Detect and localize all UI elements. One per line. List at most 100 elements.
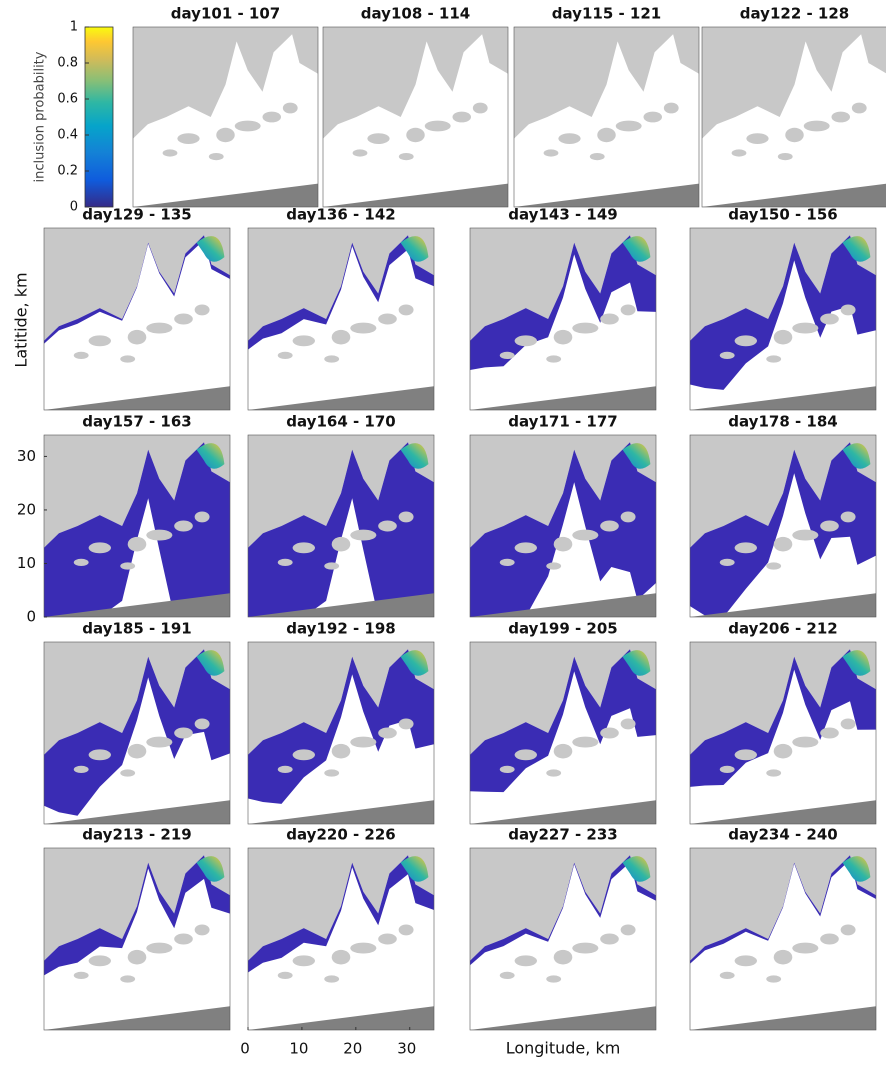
plume: [842, 650, 871, 676]
panel-frame: [247, 434, 435, 618]
island: [620, 511, 636, 523]
shelf: [470, 800, 656, 824]
map-panel: [247, 227, 435, 411]
island: [734, 542, 757, 554]
inclusion-area: [690, 855, 876, 964]
island: [553, 949, 573, 965]
island: [600, 520, 619, 532]
island: [146, 736, 173, 748]
sea: [248, 235, 434, 410]
colorbar-tick-label: 0.2: [57, 164, 78, 179]
island: [734, 335, 757, 347]
island: [840, 511, 856, 523]
island: [398, 924, 414, 936]
island: [731, 149, 747, 157]
island: [663, 102, 679, 114]
shelf: [323, 183, 508, 207]
island: [73, 971, 89, 980]
island: [127, 329, 147, 345]
sea: [514, 34, 699, 208]
island: [146, 529, 173, 541]
panel-title: day185 - 191: [82, 620, 191, 638]
panel-title: day122 - 128: [740, 5, 849, 23]
map-panel: [701, 26, 886, 208]
island: [785, 127, 804, 143]
island: [146, 942, 173, 954]
island: [773, 329, 793, 345]
panel-title: day206 - 212: [728, 620, 837, 638]
colorbar-tick-label: 0: [70, 200, 78, 215]
plume: [842, 443, 871, 469]
island: [734, 955, 757, 967]
island: [352, 149, 368, 157]
island: [766, 975, 782, 983]
shelf: [470, 386, 656, 410]
island: [553, 536, 573, 552]
island: [262, 111, 281, 123]
island: [292, 955, 315, 967]
island: [277, 351, 293, 360]
colorbar-tick-label: 1: [70, 20, 78, 35]
island: [174, 313, 193, 325]
map-panel: [513, 26, 700, 208]
island: [406, 127, 425, 143]
island: [194, 924, 210, 936]
map-panel: [43, 434, 231, 618]
plume: [400, 236, 429, 262]
map-panel: [689, 847, 877, 1031]
shelf: [248, 1006, 434, 1030]
panel-frame: [689, 641, 877, 825]
panel-title: day157 - 163: [82, 413, 191, 431]
panel-frame: [469, 434, 657, 618]
island: [277, 971, 293, 980]
island: [398, 153, 414, 161]
plume: [842, 236, 871, 262]
island: [174, 520, 193, 532]
panel-title: day143 - 149: [508, 206, 617, 224]
map-panel: [132, 26, 319, 208]
sea: [248, 855, 434, 1030]
island: [234, 120, 261, 132]
panel-title: day150 - 156: [728, 206, 837, 224]
island: [820, 933, 839, 945]
island: [472, 102, 488, 114]
plume: [622, 236, 651, 262]
plume: [842, 856, 871, 882]
map-panel: [469, 434, 657, 618]
island: [589, 153, 605, 161]
map-panel: [247, 641, 435, 825]
island: [600, 313, 619, 325]
island: [766, 355, 782, 363]
map-panel: [43, 641, 231, 825]
island: [792, 736, 819, 748]
island: [208, 153, 224, 161]
island: [177, 133, 200, 145]
island: [127, 743, 147, 759]
panel-title: day178 - 184: [728, 413, 837, 431]
sea: [323, 34, 508, 208]
panel-title: day108 - 114: [361, 5, 470, 23]
plume: [400, 650, 429, 676]
x-tick-label: 10: [289, 1040, 308, 1058]
island: [773, 949, 793, 965]
inclusion-area: [44, 649, 230, 816]
panel-frame: [513, 26, 700, 208]
island: [777, 153, 793, 161]
panel-title: day234 - 240: [728, 826, 837, 844]
map-panel: [689, 434, 877, 618]
island: [558, 133, 581, 145]
island: [773, 536, 793, 552]
island: [378, 727, 397, 739]
island: [331, 949, 351, 965]
plume: [400, 856, 429, 882]
island: [324, 562, 340, 570]
panel-frame: [322, 26, 509, 208]
island: [553, 743, 573, 759]
map-panel: [469, 227, 657, 411]
map-panel: [322, 26, 509, 208]
panel-frame: [247, 227, 435, 411]
island: [88, 542, 111, 554]
panel-title: day227 - 233: [508, 826, 617, 844]
panel-frame: [43, 847, 231, 1031]
